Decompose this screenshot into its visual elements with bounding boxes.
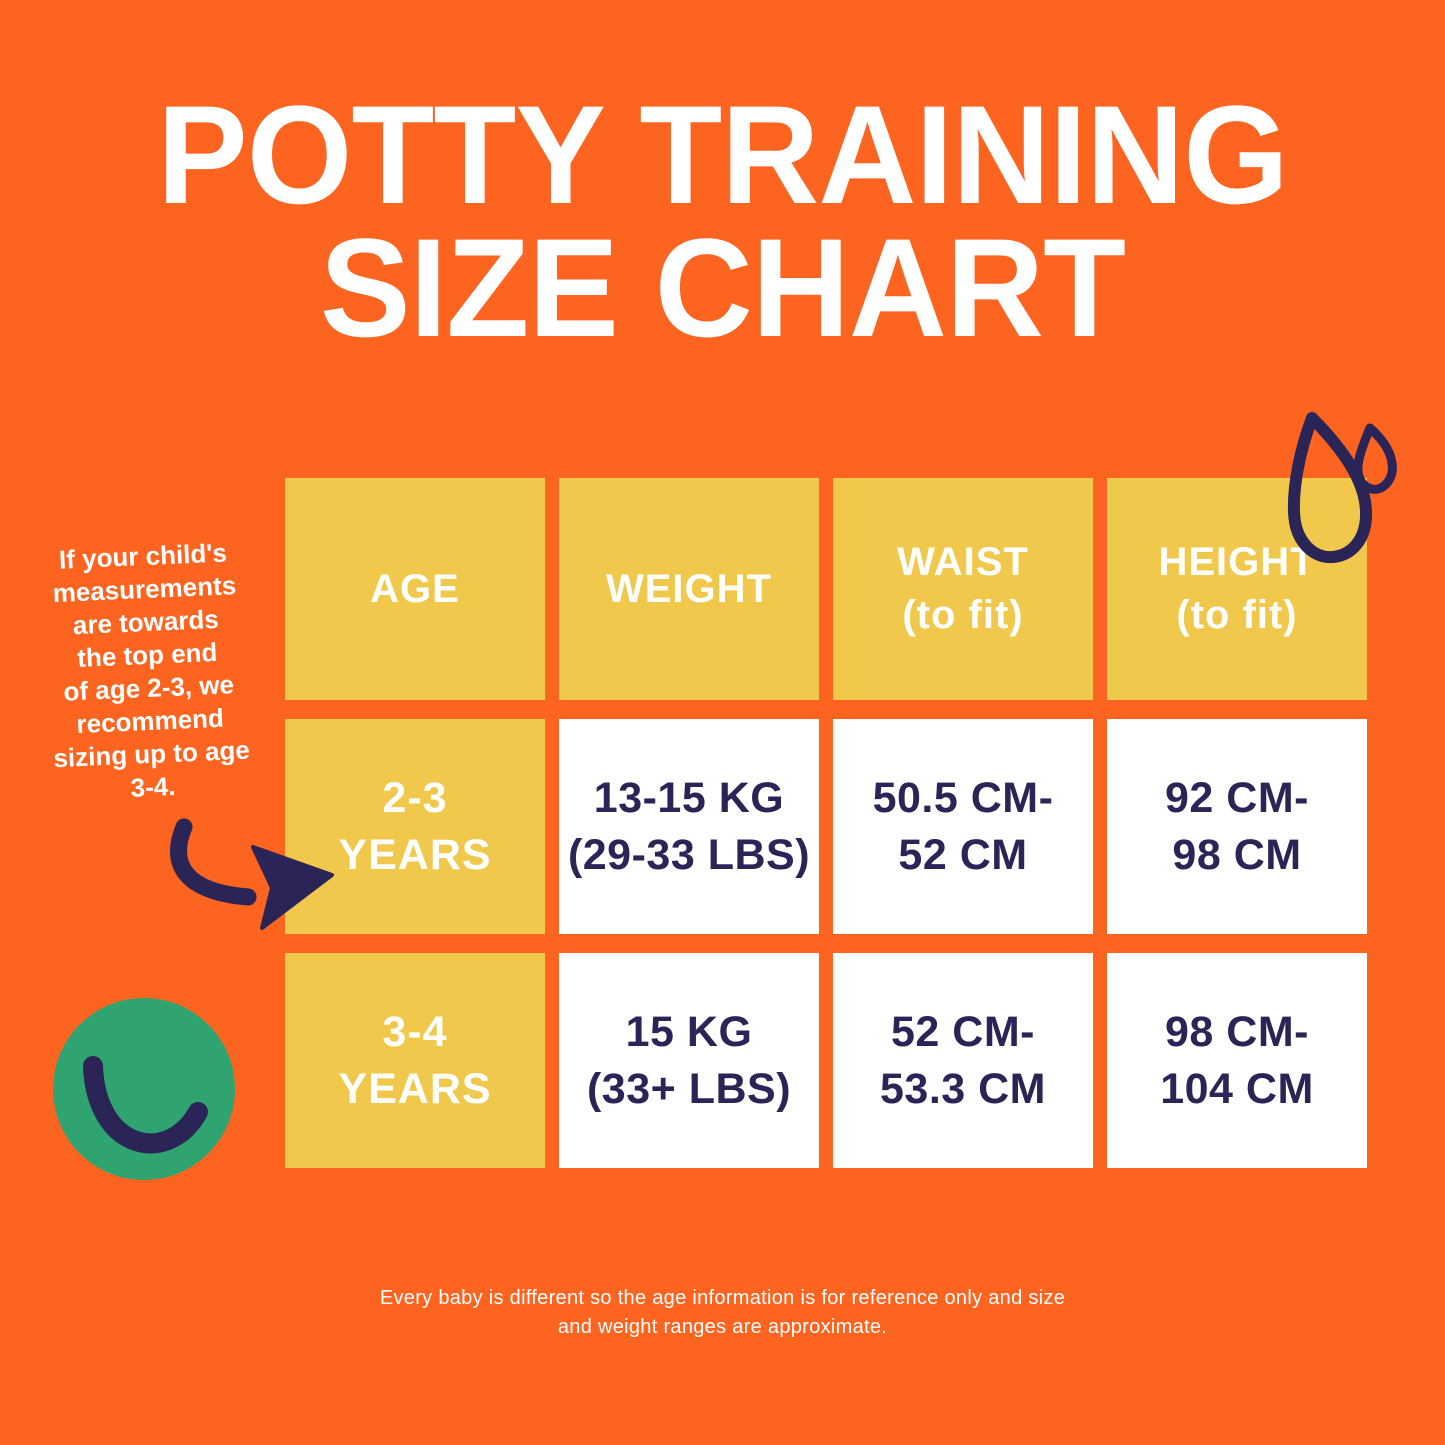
table-row-1-waist-cell: 50.5 CM- 52 CM xyxy=(833,719,1093,934)
cell-line: 98 CM- xyxy=(1165,1007,1309,1056)
sizing-note: If your child's measurements are towards… xyxy=(14,535,281,810)
title-line-2: SIZE CHART xyxy=(319,209,1126,366)
footer-note: Every baby is different so the age infor… xyxy=(0,1284,1445,1342)
table-row-2-age-cell: 3-4 YEARS xyxy=(285,953,545,1168)
page-title: POTTY TRAINING SIZE CHART xyxy=(0,76,1445,366)
footer-note-line: and weight ranges are approximate. xyxy=(557,1316,888,1338)
cell-line: 3-4 xyxy=(382,1007,448,1056)
table-row-2-height-cell: 98 CM- 104 CM xyxy=(1107,953,1367,1168)
cell-line: (29-33 LBS) xyxy=(567,830,811,879)
table-row-1-height-cell: 92 CM- 98 CM xyxy=(1107,719,1367,934)
smiley-circle xyxy=(53,998,235,1180)
header-label: HEIGHT xyxy=(1158,540,1316,584)
header-sublabel: (to fit) xyxy=(1176,593,1298,637)
smiley-face-icon xyxy=(53,998,235,1180)
cell-line: 52 CM- xyxy=(891,1007,1035,1056)
table-row-2-weight-cell: 15 KG (33+ LBS) xyxy=(559,953,819,1168)
header-label: WAIST xyxy=(897,540,1029,584)
cell-line: 92 CM- xyxy=(1165,773,1309,822)
footer-note-line: Every baby is different so the age infor… xyxy=(379,1287,1066,1309)
smiley-mouth xyxy=(83,1056,208,1154)
cell-line: 104 CM xyxy=(1160,1064,1314,1113)
header-cell-weight: WEIGHT xyxy=(559,478,819,700)
cell-line: 50.5 CM- xyxy=(872,773,1054,822)
cell-line: (33+ LBS) xyxy=(586,1064,792,1113)
header-sublabel: (to fit) xyxy=(902,593,1024,637)
cell-line: 52 CM xyxy=(898,830,1028,879)
header-label: WEIGHT xyxy=(606,566,772,611)
cell-line: YEARS xyxy=(338,1064,492,1113)
table-row-2-waist-cell: 52 CM- 53.3 CM xyxy=(833,953,1093,1168)
cell-line: 13-15 KG xyxy=(593,773,785,822)
header-cell-height: HEIGHT (to fit) xyxy=(1107,478,1367,700)
cell-line: 98 CM xyxy=(1172,830,1302,879)
title-line-1: POTTY TRAINING xyxy=(157,76,1289,233)
header-cell-waist: WAIST (to fit) xyxy=(833,478,1093,700)
cell-line: 2-3 xyxy=(382,773,448,822)
table-row-1-weight-cell: 13-15 KG (29-33 LBS) xyxy=(559,719,819,934)
size-table: AGE WEIGHT WAIST (to fit) HEIGHT (to fit… xyxy=(285,478,1367,1168)
cell-line: 53.3 CM xyxy=(879,1064,1046,1113)
arrow-tail xyxy=(170,818,257,906)
table-row-1-age-cell: 2-3 YEARS xyxy=(285,719,545,934)
header-cell-age: AGE xyxy=(285,478,545,700)
cell-line: 15 KG xyxy=(625,1007,753,1056)
header-label: AGE xyxy=(370,566,460,611)
cell-line: YEARS xyxy=(338,830,492,879)
